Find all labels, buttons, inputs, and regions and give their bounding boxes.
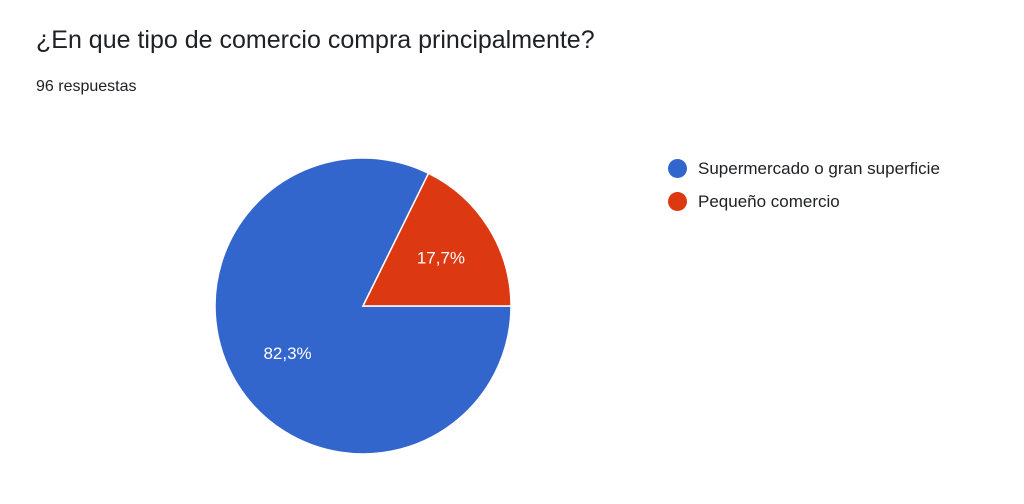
legend-label: Supermercado o gran superficie [698,159,940,178]
slice-label-supermercado: 82,3% [263,344,311,363]
legend-item-supermercado[interactable]: Supermercado o gran superficie [668,156,968,181]
pie-slice-pequeno-comercio[interactable] [361,172,512,307]
chart-title: ¿En que tipo de comercio compra principa… [36,26,595,54]
chart-legend: Supermercado o gran superficie Pequeño c… [668,156,968,222]
legend-item-pequeno-comercio[interactable]: Pequeño comercio [668,189,968,214]
legend-label: Pequeño comercio [698,192,840,211]
slice-label-pequeno-comercio: 17,7% [417,249,465,268]
response-count: 96 respuestas [36,78,137,95]
legend-color-swatch [668,192,687,211]
legend-color-swatch [668,159,687,178]
